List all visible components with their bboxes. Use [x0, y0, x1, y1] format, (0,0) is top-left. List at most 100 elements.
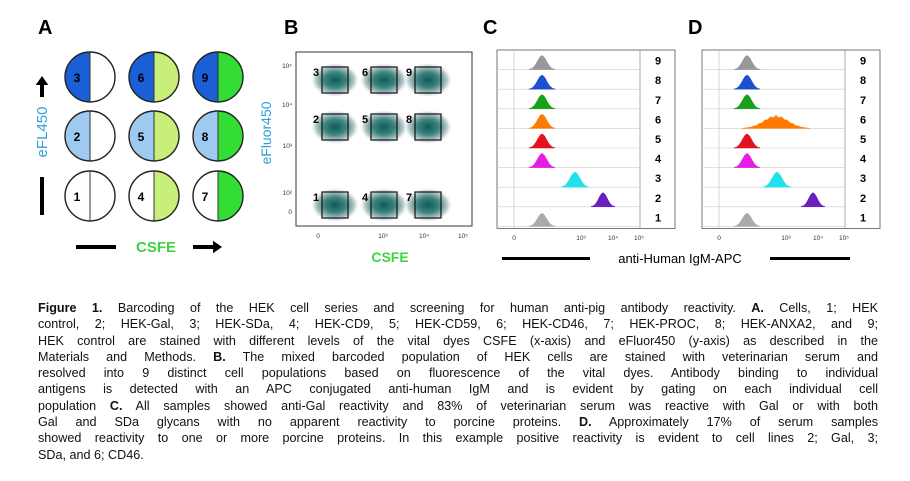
x-tick-label: 10⁴: [813, 235, 823, 242]
row-label: 5: [860, 134, 866, 146]
caption-line: Gal and SDa glycans with no apparent rea…: [38, 414, 878, 430]
gate-label: 7: [406, 192, 412, 204]
y-axis-bar: [40, 177, 44, 215]
x-arrow-shaft: [193, 245, 213, 249]
x-tick-label: 10⁵: [839, 235, 849, 242]
row-label: 2: [655, 193, 661, 205]
panel-b-letter: B: [284, 17, 298, 39]
cell-population: [404, 110, 452, 144]
y-tick-label: 10⁵: [282, 63, 292, 70]
caption-text: Approximately 17% of serum samples: [591, 415, 878, 430]
row-label: 5: [655, 134, 661, 146]
circle-left-half: [129, 52, 154, 102]
gate-box: [321, 66, 349, 94]
cell-population: [360, 110, 408, 144]
row-label: 7: [655, 95, 661, 107]
caption-line: control, 2; HEK-Gal, 3; HEK-SDa, 4; HEK-…: [38, 316, 878, 332]
panel-a-x-label: CSFE: [136, 239, 176, 256]
circle-number: 7: [202, 190, 209, 204]
gate-label: 4: [362, 192, 369, 204]
caption-text: The mixed barcoded population of HEK cel…: [225, 349, 878, 364]
panel-c-letter: C: [483, 17, 497, 39]
caption-text: Barcoding of the HEK cell series and scr…: [102, 301, 752, 315]
cell-population: [311, 110, 359, 144]
gate-box: [414, 113, 442, 141]
row-label: 1: [655, 212, 661, 224]
gate-label: 9: [406, 67, 412, 79]
histogram-peak: [528, 133, 556, 149]
figure-caption: Figure 1. Barcoding of the HEK cell seri…: [38, 300, 878, 463]
gate-label: 3: [313, 67, 319, 79]
histogram-peak: [528, 213, 556, 227]
panel-a-letter: A: [38, 17, 52, 39]
caption-line: HEK control are stained with different l…: [38, 333, 878, 349]
barcode-circle: 5: [128, 110, 180, 162]
cell-population: [311, 188, 359, 222]
row-label: 9: [655, 56, 661, 68]
histogram-peak: [762, 171, 792, 188]
caption-text: Gal and SDa glycans with no apparent rea…: [38, 415, 580, 430]
cell-population: [360, 63, 408, 97]
histogram-peak: [733, 153, 761, 168]
arrow-head: [213, 240, 222, 254]
caption-line: resolved into 9 distinct cell population…: [38, 365, 878, 381]
gate-box: [414, 191, 442, 219]
gate-box: [414, 66, 442, 94]
circle-left-half: [129, 171, 154, 221]
x-tick-label: 10³: [781, 235, 791, 242]
histogram-peak: [741, 115, 811, 129]
caption-text: Materials and Methods.: [38, 349, 214, 364]
x-tick-label: 10⁴: [608, 235, 618, 242]
circle-left-half: [193, 111, 218, 161]
caption-line: population C. All samples showed anti-Ga…: [38, 398, 878, 414]
circle-number: 8: [202, 130, 209, 144]
row-label: 3: [860, 173, 866, 185]
panel-b-y-label: eFluor450: [258, 101, 274, 164]
caption-text: control, 2; HEK-Gal, 3; HEK-SDa, 4; HEK-…: [38, 317, 878, 332]
caption-bold-text: Figure 1.: [38, 301, 103, 315]
y-tick-label: 0: [288, 209, 292, 216]
x-axis-bar: [76, 245, 116, 249]
histogram-peak: [528, 74, 556, 90]
x-tick-label: 0: [316, 233, 320, 240]
barcode-circle: 9: [192, 51, 244, 103]
circle-number: 3: [74, 71, 81, 85]
circle-left-half: [193, 52, 218, 102]
circle-number: 5: [138, 130, 145, 144]
gate-box: [321, 191, 349, 219]
histogram-peak: [800, 192, 826, 208]
caption-text: resolved into 9 distinct cell population…: [38, 366, 878, 381]
caption-line: showed reactivity to one or more porcine…: [38, 430, 878, 446]
histogram-peak: [733, 133, 761, 149]
gate-box: [321, 113, 349, 141]
caption-bold-text: D.: [579, 415, 592, 430]
circle-right-half: [154, 52, 179, 102]
caption-text: population: [38, 398, 110, 413]
circle-right-half: [218, 52, 243, 102]
gate-box: [370, 66, 398, 94]
circle-left-half: [65, 171, 90, 221]
circle-number: 1: [74, 190, 81, 204]
circle-left-half: [129, 111, 154, 161]
gate-label: 2: [313, 114, 319, 126]
caption-line: antigens is detected with an APC conjuga…: [38, 381, 878, 397]
caption-line: SDa, and 6; CD46.: [38, 447, 878, 463]
circle-number: 2: [74, 130, 81, 144]
histogram-peak: [528, 55, 556, 70]
arrow-head: [35, 76, 49, 85]
caption-bold-text: A.: [751, 301, 764, 315]
histogram-peak: [733, 213, 761, 227]
circle-left-half: [65, 52, 90, 102]
circle-right-half: [90, 171, 115, 221]
gate-box: [370, 113, 398, 141]
circle-number: 6: [138, 71, 145, 85]
cell-population: [360, 188, 408, 222]
circle-number: 9: [202, 71, 209, 85]
caption-bold-text: B.: [213, 349, 226, 364]
barcode-circle: 2: [64, 110, 116, 162]
x-tick-label: 10⁵: [458, 233, 468, 240]
histogram-peak: [590, 192, 616, 208]
row-label: 6: [860, 114, 866, 126]
histogram-peak: [733, 94, 761, 110]
